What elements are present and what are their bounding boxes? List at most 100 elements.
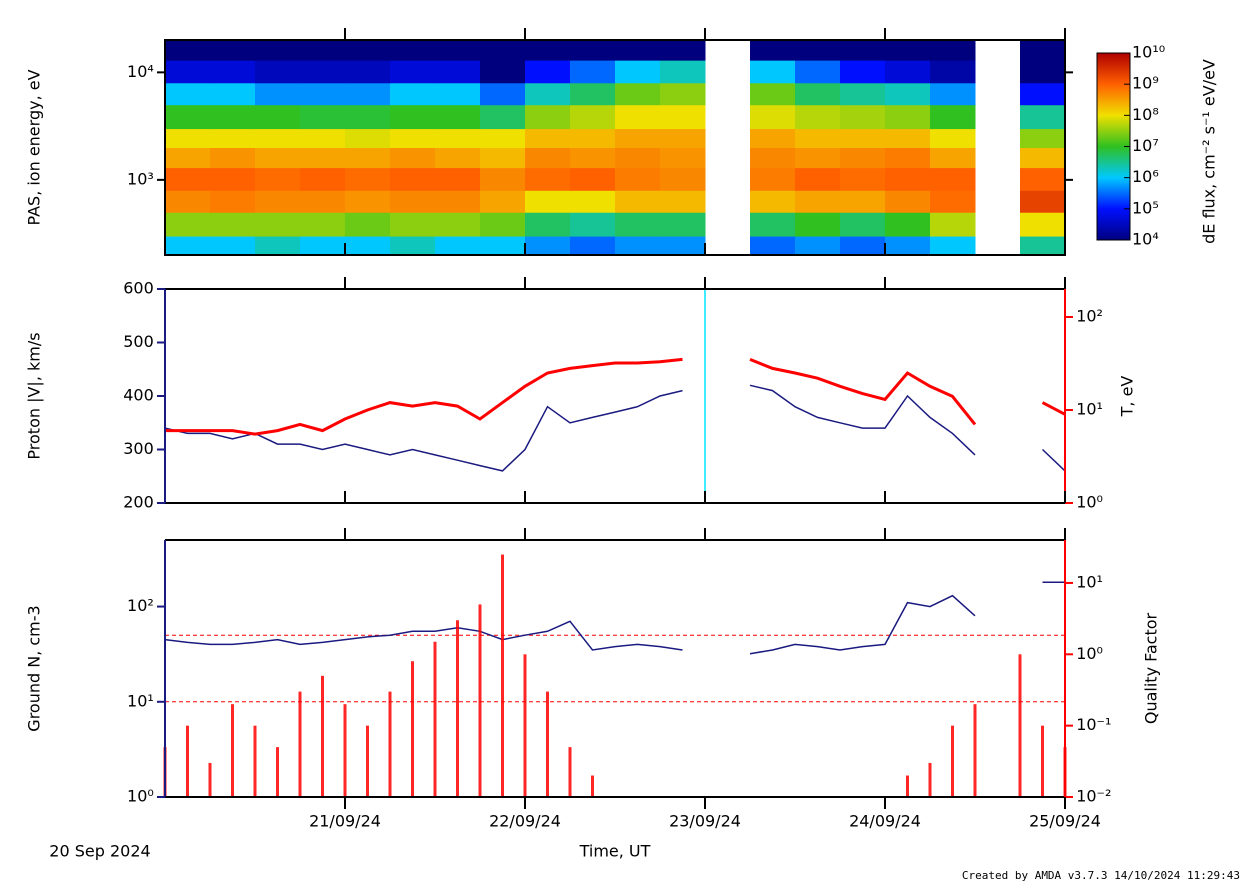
heat-cell	[525, 236, 571, 256]
heat-cell	[840, 212, 886, 237]
heat-cell	[750, 190, 796, 213]
heat-cell	[930, 128, 976, 148]
scatter-mark	[1018, 654, 1022, 797]
y-tick-label: 400	[123, 386, 154, 405]
y-tick-label: 10⁴	[127, 62, 154, 81]
scatter-mark	[951, 725, 954, 797]
y-tick-label: 10¹	[127, 691, 154, 710]
scatter-mark	[546, 691, 549, 797]
heat-cell	[165, 128, 211, 148]
heat-cell	[390, 167, 436, 191]
heat-cell	[210, 190, 256, 213]
scatter-mark	[591, 775, 594, 797]
heat-cell	[660, 212, 706, 237]
heat-cell	[390, 212, 436, 237]
heat-cell	[930, 167, 976, 191]
heat-cell	[300, 82, 346, 106]
heat-cell	[1020, 40, 1066, 61]
heat-cell	[930, 212, 976, 237]
scatter-mark	[388, 691, 392, 797]
heat-cell	[255, 190, 301, 213]
heat-cell	[615, 60, 661, 84]
scatter-mark	[1041, 725, 1044, 797]
scatter-mark	[568, 747, 572, 797]
heat-cell	[525, 128, 571, 148]
heat-cell	[255, 147, 301, 169]
heat-cell	[300, 147, 346, 169]
heat-cell	[435, 40, 481, 61]
heat-cell	[795, 236, 841, 256]
heat-cell	[930, 104, 976, 130]
colorbar-tick-label: 10⁹	[1132, 74, 1159, 93]
heat-cell	[1020, 236, 1066, 256]
x-tick-label: 24/09/24	[849, 812, 921, 831]
heat-cell	[210, 60, 256, 84]
heat-cell	[345, 40, 391, 61]
axis-label: T, eV	[1118, 376, 1137, 418]
axis-label: Quality Factor	[1142, 612, 1161, 724]
heat-cell	[435, 236, 481, 256]
colorbar-tick-label: 10⁵	[1132, 198, 1159, 217]
heat-cell	[570, 60, 616, 84]
heat-cell	[480, 128, 526, 148]
heat-cell	[165, 190, 211, 213]
series-line	[165, 357, 1066, 436]
heat-cell	[750, 236, 796, 256]
heat-cell	[570, 167, 616, 191]
heat-cell	[390, 147, 436, 169]
heat-cell	[930, 40, 976, 61]
heat-cell	[210, 147, 256, 169]
heat-cell	[660, 236, 706, 256]
heat-cell	[480, 190, 526, 213]
y-tick-label: 10¹	[1076, 399, 1103, 418]
heat-cell	[615, 104, 661, 130]
heat-cell	[165, 212, 211, 237]
heat-cell	[255, 167, 301, 191]
y-tick-label: 10²	[127, 596, 154, 615]
y-tick-label: 200	[123, 493, 154, 512]
heat-cell	[615, 82, 661, 106]
colorbar-tick-label: 10⁴	[1132, 230, 1159, 249]
heat-cell	[525, 147, 571, 169]
heat-cell	[930, 190, 976, 213]
heat-cell	[885, 60, 931, 84]
heat-cell	[165, 236, 211, 256]
heat-cell	[435, 212, 481, 237]
scatter-mark	[366, 725, 369, 797]
y-tick-label: 10¹	[1076, 572, 1103, 591]
axis-label: PAS, ion energy, eV	[25, 69, 44, 225]
heat-cell	[1020, 128, 1066, 148]
heat-cell	[300, 167, 346, 191]
heat-cell	[255, 236, 301, 256]
colorbar-tick-label: 10⁶	[1132, 167, 1159, 186]
heat-cell	[255, 60, 301, 84]
heat-cell	[840, 104, 886, 130]
heat-cell	[795, 147, 841, 169]
scatter-mark	[523, 654, 527, 797]
series-line	[164, 581, 1065, 655]
heat-cell	[210, 236, 256, 256]
heat-cell	[525, 190, 571, 213]
heat-cell	[750, 212, 796, 237]
heat-cell	[615, 147, 661, 169]
heat-cell	[1020, 212, 1066, 237]
y-tick-label: 10⁰	[1076, 493, 1103, 512]
scatter-mark	[276, 747, 279, 797]
heat-cell	[750, 40, 796, 61]
heat-cell	[255, 104, 301, 130]
heat-cell	[165, 147, 211, 169]
heat-cell	[345, 104, 391, 130]
heat-cell	[525, 104, 571, 130]
scatter-mark	[208, 762, 212, 797]
heat-cell	[210, 128, 256, 148]
heat-cell	[660, 167, 706, 191]
x-tick-label: 21/09/24	[309, 812, 381, 831]
heat-cell	[300, 212, 346, 237]
heat-cell	[570, 104, 616, 130]
heat-cell	[210, 40, 256, 61]
heat-cell	[840, 40, 886, 61]
heat-cell	[1020, 60, 1066, 84]
heat-cell	[570, 147, 616, 169]
heat-cell	[390, 190, 436, 213]
